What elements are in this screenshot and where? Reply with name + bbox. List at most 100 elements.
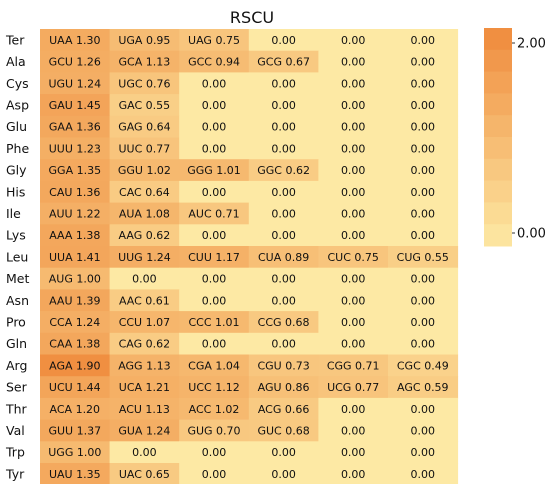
cell-label: 0.00 [411,186,436,199]
row-label-met: Met [6,271,29,286]
cell-label: GCG 0.67 [257,56,310,69]
cell-label: 0.00 [271,121,296,134]
cell-label: 0.00 [341,424,366,437]
cell-label: AUU 1.22 [49,207,101,220]
heatmap-cell [179,289,250,312]
heatmap-cell [40,332,111,355]
cell-label: ACU 1.13 [119,403,170,416]
cell-label: CGA 1.04 [188,359,240,372]
heatmap-cell [109,50,180,73]
heatmap-cell [40,202,111,225]
cell-label: CUA 0.89 [258,251,309,264]
heatmap-cell [248,289,319,312]
heatmap-cell [179,50,250,73]
row-label-ile: Ile [6,206,21,221]
heatmap-cell [248,159,319,182]
heatmap-cell [40,115,111,138]
cell-label: 0.00 [411,34,436,47]
row-label-lys: Lys [6,228,26,243]
cell-label: 0.00 [271,273,296,286]
heatmap-cell [248,332,319,355]
cell-label: 0.00 [202,468,227,481]
heatmap-cell [179,72,250,95]
cell-label: CGG 0.71 [327,359,380,372]
heatmap-cell [388,332,459,355]
cell-label: 0.00 [341,229,366,242]
heatmap-cell [248,137,319,160]
cell-label: CCC 1.01 [188,316,239,329]
row-label-cys: Cys [6,76,29,91]
heatmap-cell [109,376,180,399]
heatmap-cell [109,354,180,377]
heatmap-cell [388,267,459,290]
row-label-ser: Ser [6,380,28,395]
heatmap-cell [109,397,180,421]
cell-label: 0.00 [341,121,366,134]
row-label-his: His [6,184,25,199]
row-label-asn: Asn [6,293,29,308]
heatmap-cell [109,159,180,182]
cell-label: 0.00 [202,77,227,90]
heatmap-cell [109,180,180,204]
cell-label: 0.00 [341,207,366,220]
heatmap-cell [248,311,319,334]
cell-label: ACC 1.02 [189,403,240,416]
cell-label: 0.00 [341,316,366,329]
cell-label: 0.00 [411,468,436,481]
cell-label: 0.00 [411,77,436,90]
heatmap-cell [318,202,389,225]
heatmap-cell [40,397,111,421]
cell-label: AGU 0.86 [258,381,310,394]
cell-label: 0.00 [411,316,436,329]
cell-label: 0.00 [341,468,366,481]
cell-label: UUG 1.24 [118,251,171,264]
cell-label: GAG 0.64 [118,121,170,134]
heatmap-cell [388,50,459,73]
cell-label: GCU 1.26 [49,56,101,69]
cell-label: AUC 0.71 [188,207,239,220]
cell-label: 0.00 [411,424,436,437]
cell-label: 0.00 [411,56,436,69]
cell-label: GAU 1.45 [49,99,101,112]
cell-label: AGA 1.90 [49,359,100,372]
cell-label: 0.00 [341,99,366,112]
heatmap-cell [179,311,250,334]
cell-label: UUU 1.23 [49,142,101,155]
heatmap-cell [40,354,111,377]
row-label-trp: Trp [5,445,25,460]
cell-label: AAU 1.39 [49,294,100,307]
heatmap-cell [248,463,319,484]
cell-label: 0.00 [341,77,366,90]
cell-label: 0.00 [411,273,436,286]
cell-label: UCC 1.12 [188,381,239,394]
heatmap-cell [109,224,180,247]
cell-label: 0.00 [411,294,436,307]
heatmap-cell [318,224,389,247]
cell-label: GGC 0.62 [257,164,310,177]
cell-label: UUC 0.77 [119,142,171,155]
heatmap-cell [248,115,319,138]
heatmap-cell [388,311,459,334]
cell-label: GAC 0.55 [119,99,171,112]
cell-label: UUA 1.41 [49,251,101,264]
cell-label: AAC 0.61 [119,294,170,307]
cell-label: 0.00 [341,56,366,69]
cell-label: UCA 1.21 [119,381,170,394]
heatmap-cell [388,202,459,225]
cell-label: CAG 0.62 [119,338,171,351]
heatmap-cell [388,115,459,138]
row-label-gln: Gln [6,336,27,351]
cell-label: 0.00 [202,446,227,459]
heatmap-cell [388,419,459,442]
row-label-ter: Ter [5,32,25,47]
row-label-pro: Pro [6,314,26,329]
heatmap-cell [179,354,250,377]
cell-label: UGC 0.76 [118,77,170,90]
heatmap-cell [40,441,111,464]
heatmap-cell [40,137,111,160]
cell-label: 0.00 [202,338,227,351]
heatmap-cell [318,397,389,421]
cell-label: 0.00 [202,99,227,112]
row-label-phe: Phe [6,141,29,156]
colorbar-segment [484,180,512,203]
